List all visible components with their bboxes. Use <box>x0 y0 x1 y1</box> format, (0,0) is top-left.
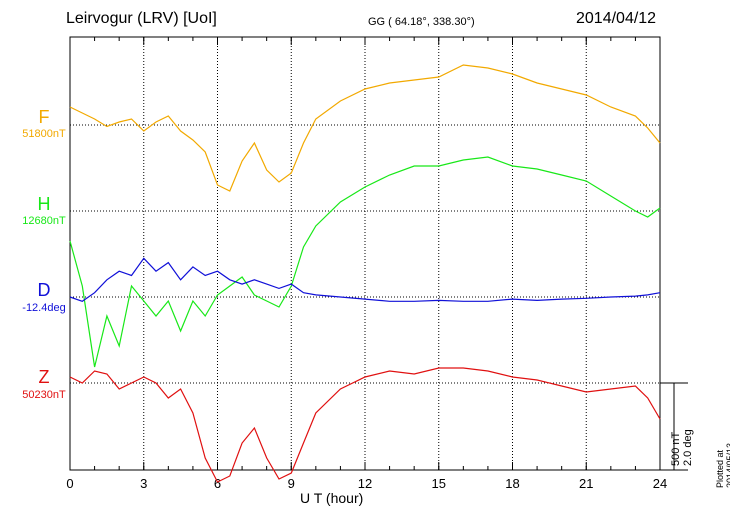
x-tick-label: 9 <box>288 476 295 491</box>
plot-date: 2014/04/12 <box>576 10 657 27</box>
channel-z-baseline: 50230nT <box>22 389 66 401</box>
series-z-line <box>69 367 661 483</box>
series-f-line <box>69 64 661 192</box>
series-d-line <box>69 257 661 302</box>
channel-h-letter: H <box>37 194 51 214</box>
x-axis-label: U T (hour) <box>300 490 364 506</box>
station-title: Leirvogur (LRV) [UoI] <box>66 10 217 27</box>
channel-h-baseline: 12680nT <box>22 215 66 227</box>
plotted-timestamp: Plotted at 2014/05/13 02:09 UT <box>715 442 730 488</box>
x-tick-label: 3 <box>140 476 147 491</box>
series-h-line <box>69 156 661 368</box>
channel-f-letter: F <box>38 107 50 127</box>
channel-d-baseline: -12.4deg <box>22 302 66 314</box>
channel-f-baseline: 51800nT <box>22 128 66 140</box>
scale-bar-deg: 2.0 deg <box>682 429 694 466</box>
x-tick-label: 15 <box>432 476 446 491</box>
x-tick-label: 24 <box>653 476 667 491</box>
channel-d-letter: D <box>37 280 51 300</box>
x-tick-label: 0 <box>66 476 73 491</box>
x-tick-label: 18 <box>505 476 519 491</box>
station-coordinates: GG ( 64.18°, 338.30°) <box>368 16 475 28</box>
scale-bar-label: 500 nT 2.0 deg <box>670 429 694 466</box>
x-tick-label: 6 <box>214 476 221 491</box>
scale-bar-nt: 500 nT <box>670 431 682 466</box>
channel-z-letter: Z <box>38 367 50 387</box>
x-tick-label: 12 <box>358 476 372 491</box>
x-tick-label: 21 <box>579 476 593 491</box>
